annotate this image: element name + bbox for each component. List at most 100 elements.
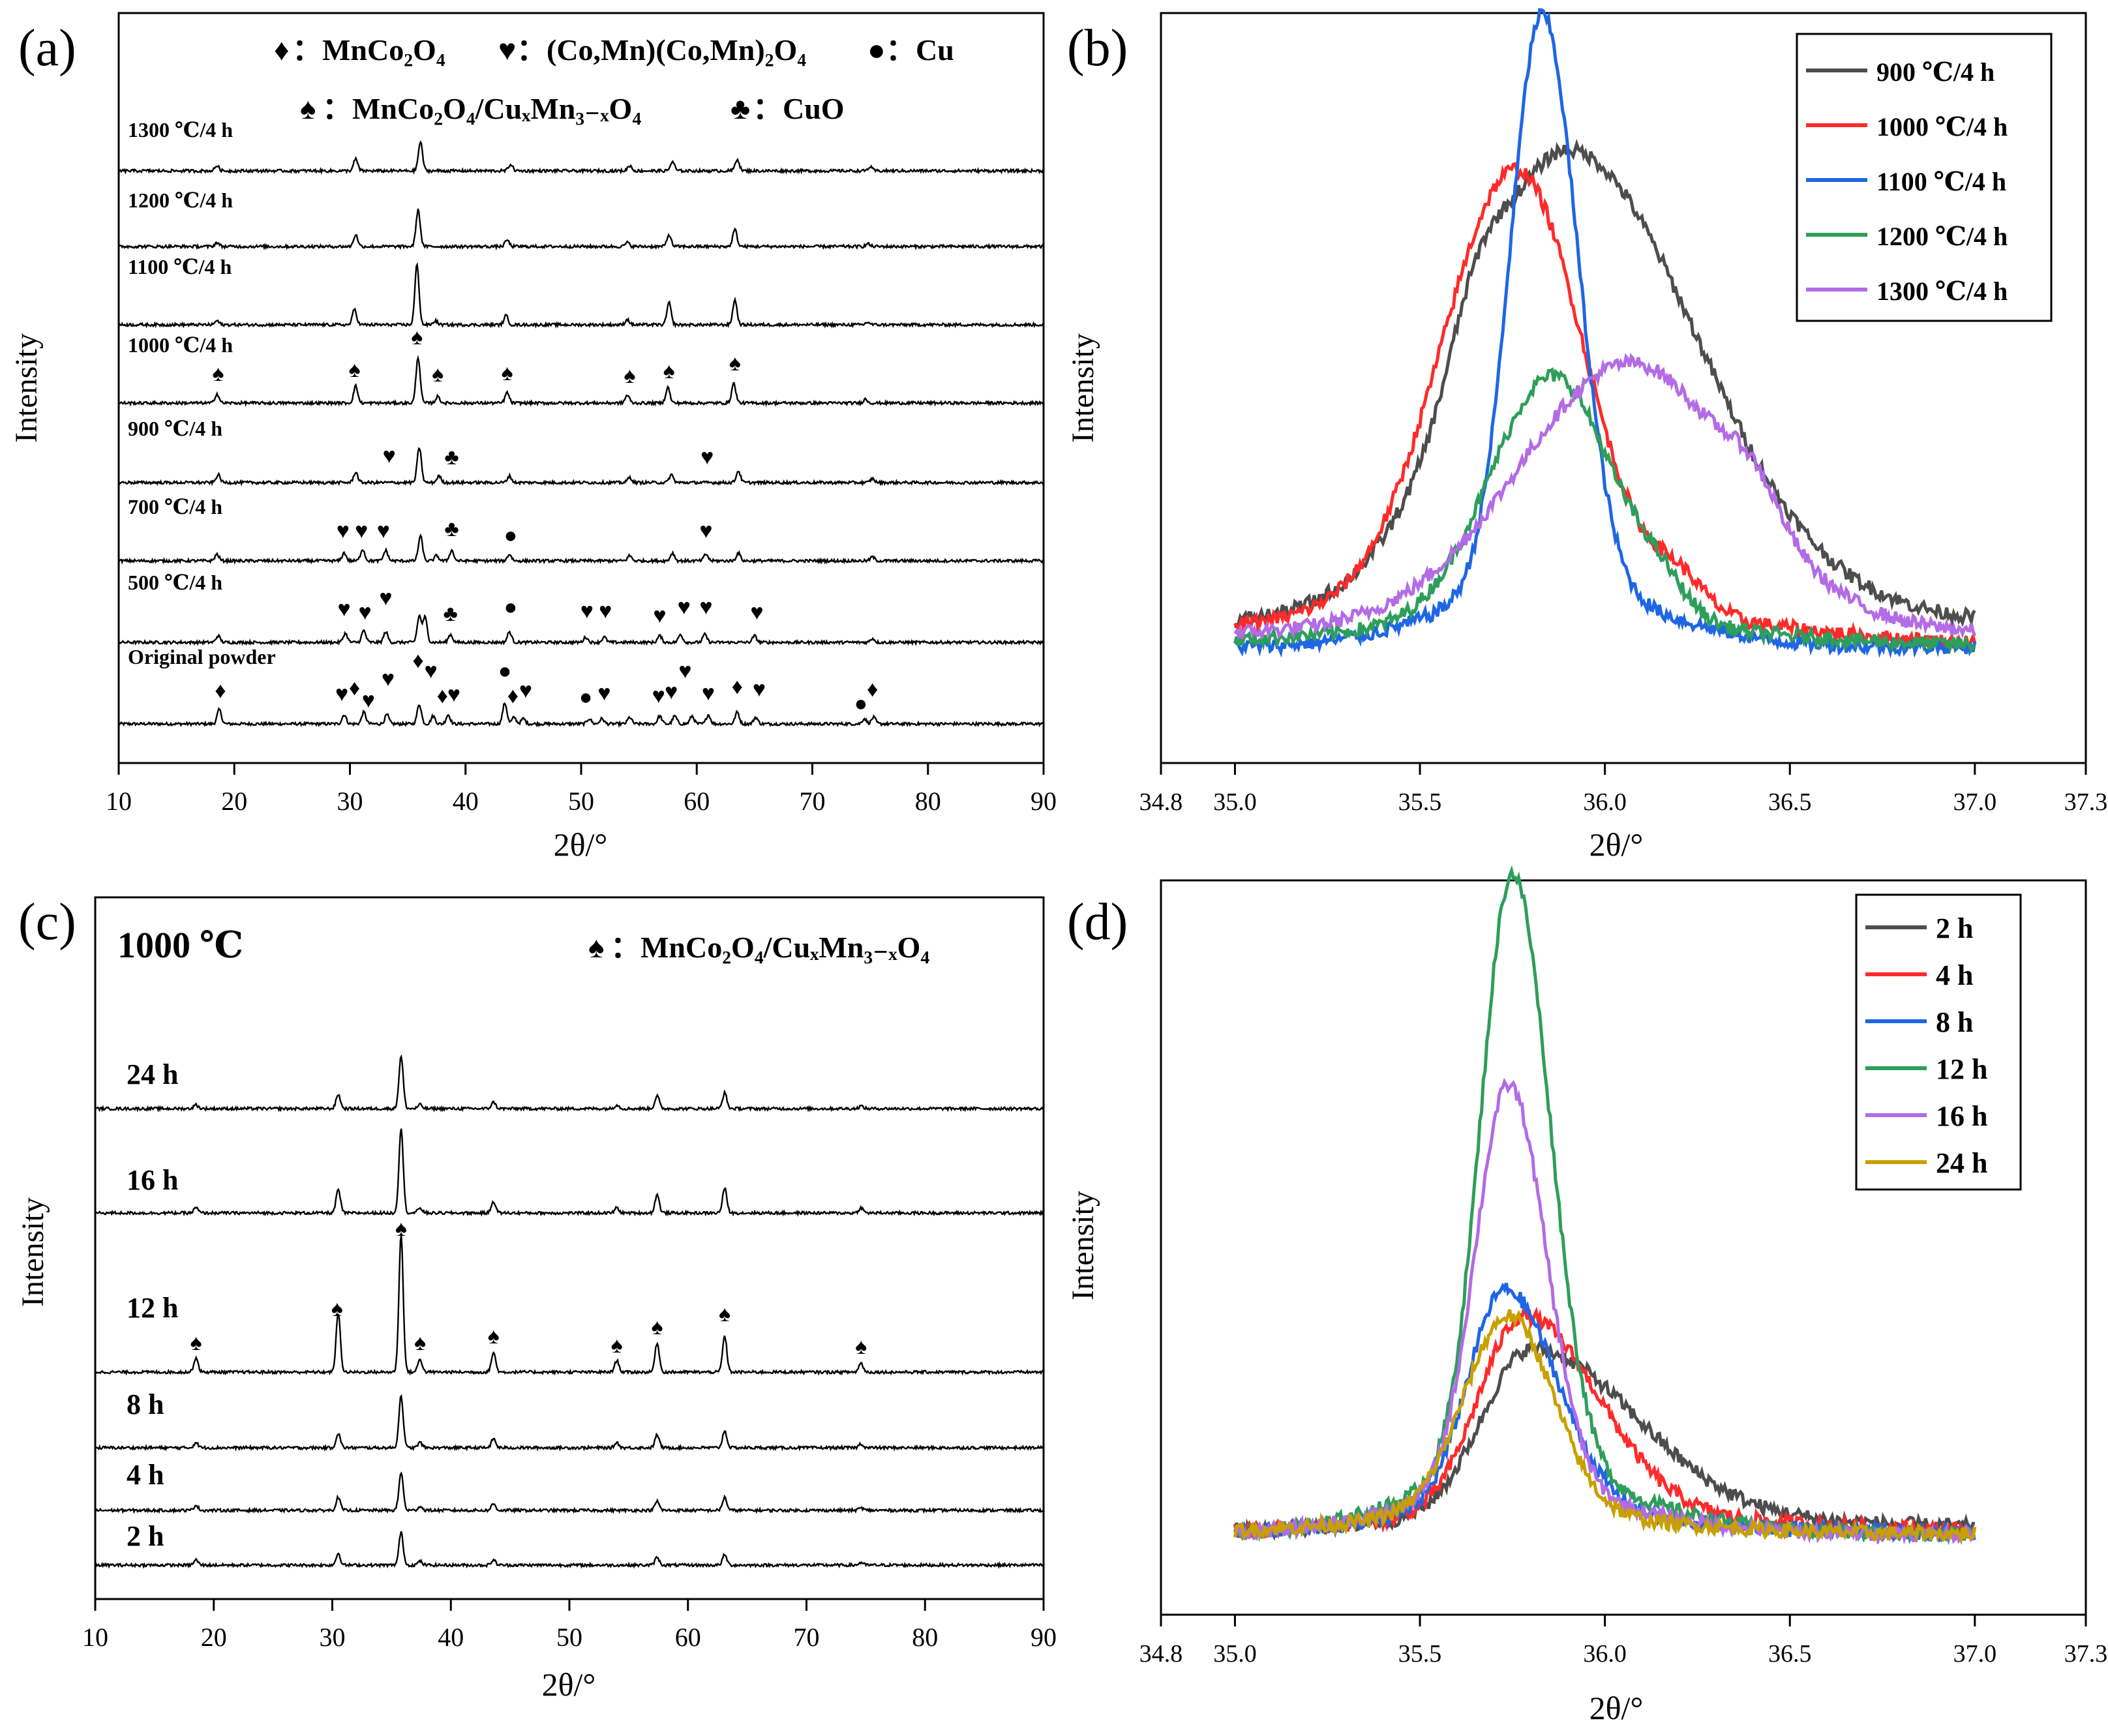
b-legend-box xyxy=(1796,33,2053,322)
a-marker-heart: ♥ xyxy=(678,659,691,683)
panel-c-xlabel: 2θ/° xyxy=(542,1666,596,1703)
a-marker-heart: ♥ xyxy=(377,519,390,543)
b-tick-label: 35.0 xyxy=(1213,788,1257,816)
d-legend-label: 2 h xyxy=(1936,912,1973,944)
a-marker-spade: ♠ xyxy=(411,325,423,350)
a-series-line xyxy=(118,208,1044,251)
a-tick-label: 50 xyxy=(568,786,594,816)
panel-a-phase-markers: ♦ ♥ ♦♥♥♦ ♥♦♥●♦ ♥ ● ♥ ♥ ♥♥♥ ♦ ♥●♦♥ ♥♥♣ ● ♥ ♥ ♥ ♥ ♥ ♥♥ ♥ ♥ ♣ ● ♥♥… xyxy=(212,325,878,716)
c-series-line xyxy=(95,1531,1045,1570)
c-series-label: 16 h xyxy=(127,1164,178,1196)
d-series-line xyxy=(1235,1338,1975,1541)
panel-d-letter: (d) xyxy=(1067,893,1128,951)
b-tick-label: 37.3 xyxy=(2064,788,2108,816)
a-series-line xyxy=(117,533,1044,565)
b-tick-label: 35.5 xyxy=(1398,788,1442,816)
a-tick-label: 40 xyxy=(453,786,479,816)
c-series-label: 4 h xyxy=(127,1459,164,1491)
panel-a-legend: ♦ ：MnCo₂O₄ ♥ ：(Co,Mn)(Co,Mn)₂O₄ ● ：Cu ♠ ：MnCo₂O… xyxy=(274,33,954,125)
a-series-label: 700 ℃/4 h xyxy=(128,495,222,518)
a-marker-club: ♣ xyxy=(444,517,459,541)
c-tick-label: 90 xyxy=(1031,1623,1057,1652)
d-legend-label: 24 h xyxy=(1936,1147,1987,1179)
panel-b-curves xyxy=(1233,8,1977,659)
a-marker-diamond: ♦ xyxy=(412,649,423,673)
c-marker-spade: ♠ xyxy=(855,1335,867,1359)
panel-a-x-axis: 10 20 30 40 50 60 70 80 90 xyxy=(106,762,1057,816)
c-marker-spade: ♠ xyxy=(611,1334,623,1358)
panel-c-x-axis: 10 20 30 40 50 60 70 80 90 xyxy=(82,1598,1057,1652)
a-series-label: 500 ℃/4 h xyxy=(128,571,222,594)
d-tick-label: 36.0 xyxy=(1583,1640,1627,1668)
a-marker-dot: ● xyxy=(504,595,518,620)
b-tick-label: 34.8 xyxy=(1139,788,1183,816)
a-marker-diamond: ♦ xyxy=(732,675,743,699)
d-tick-label: 37.0 xyxy=(1953,1640,1997,1668)
panel-d-legend: 2 h 4 h 8 h 12 h 16 h 24 h xyxy=(1855,893,2022,1191)
c-legend-label: ：MnCo₂O₄/CuₓMn₃₋ₓO₄ xyxy=(610,931,929,964)
c-marker-spade: ♠ xyxy=(331,1297,343,1321)
panel-d-ylabel: Intensity xyxy=(1066,1191,1100,1300)
a-series-label: 1300 ℃/4 h xyxy=(128,118,233,142)
c-series-label: 12 h xyxy=(127,1292,178,1324)
a-marker-spade: ♠ xyxy=(349,358,361,382)
panel-a: (a) ♦ ：MnCo₂O₄ ♥ ：(Co,Mn)(Co,Mn)₂O₄ ● ：Cu♠ ：Mn… xyxy=(9,12,1057,863)
panel-c-curves: 2 h 4 h 8 h 12 h 16 h 24 h xyxy=(94,1054,1045,1570)
panel-a-xlabel: 2θ/° xyxy=(554,826,608,863)
a-marker-heart: ♥ xyxy=(702,681,715,706)
panel-c-letter: (c) xyxy=(18,893,76,951)
b-legend-label: 1100 ℃/4 h xyxy=(1876,167,2006,196)
a-marker-spade: ♠ xyxy=(663,359,675,383)
a-marker-spade: ♠ xyxy=(432,363,444,387)
b-legend-label: 1200 ℃/4 h xyxy=(1876,222,2008,251)
b-tick-label: 36.0 xyxy=(1583,788,1627,816)
a-series-line xyxy=(118,355,1044,408)
a-marker-spade: ♠ xyxy=(624,364,635,388)
a-marker-heart: ♥ xyxy=(424,659,437,683)
a-marker-heart: ♥ xyxy=(335,682,348,706)
c-series-line xyxy=(95,1471,1045,1514)
d-legend-box xyxy=(1855,893,2022,1191)
c-tick-label: 60 xyxy=(675,1623,701,1652)
b-series-line xyxy=(1234,138,1976,629)
c-tick-label: 30 xyxy=(320,1623,346,1652)
a-marker-heart: ♥ xyxy=(338,597,351,621)
panel-c-legend: ♠ ：MnCo₂O₄/CuₓMn₃₋ₓO₄ xyxy=(588,931,929,964)
a-legend-symbol-diamond: ♦ xyxy=(274,33,289,67)
panel-b-xlabel: 2θ/° xyxy=(1589,826,1644,863)
c-series-line xyxy=(95,1235,1045,1376)
panel-d-x-axis: 34.8 35.0 35.5 36.0 36.5 37.0 37.3 xyxy=(1139,1613,2108,1668)
a-tick-label: 10 xyxy=(106,786,132,816)
c-tick-label: 50 xyxy=(556,1623,582,1652)
a-marker-heart: ♥ xyxy=(383,444,396,468)
d-tick-label: 37.3 xyxy=(2064,1640,2108,1668)
c-marker-spade: ♠ xyxy=(190,1331,202,1355)
a-marker-heart: ♥ xyxy=(652,684,665,708)
a-tick-label: 90 xyxy=(1031,786,1057,816)
a-tick-label: 80 xyxy=(915,786,941,816)
a-marker-heart: ♥ xyxy=(753,678,766,702)
panel-c-frame xyxy=(94,896,1045,1600)
a-marker-club: ♣ xyxy=(444,602,458,626)
a-marker-heart: ♥ xyxy=(382,667,395,691)
a-marker-heart: ♥ xyxy=(597,681,610,706)
c-marker-spade: ♠ xyxy=(719,1302,730,1326)
d-tick-label: 35.0 xyxy=(1213,1640,1257,1668)
a-series-label: 900 ℃/4 h xyxy=(128,417,222,440)
c-series-line xyxy=(94,1128,1045,1217)
a-series-line xyxy=(117,447,1044,486)
a-marker-heart: ♥ xyxy=(379,586,392,610)
a-marker-diamond: ♦ xyxy=(507,684,519,708)
a-marker-heart: ♥ xyxy=(355,519,368,543)
a-marker-heart: ♥ xyxy=(580,599,594,623)
a-marker-diamond: ♦ xyxy=(437,684,448,708)
a-marker-heart: ♥ xyxy=(599,599,612,623)
a-marker-heart: ♥ xyxy=(362,689,375,713)
panel-b-x-axis: 34.8 35.0 35.5 36.0 36.5 37.0 37.3 xyxy=(1139,762,2108,816)
panel-b-legend: 900 ℃/4 h 1000 ℃/4 h 1100 ℃/4 h 1200 ℃/4 h 1… xyxy=(1796,33,2053,322)
a-marker-heart: ♥ xyxy=(699,519,712,543)
a-series-line xyxy=(118,614,1045,646)
c-marker-spade: ♠ xyxy=(651,1315,663,1339)
a-marker-diamond: ♦ xyxy=(349,676,360,700)
